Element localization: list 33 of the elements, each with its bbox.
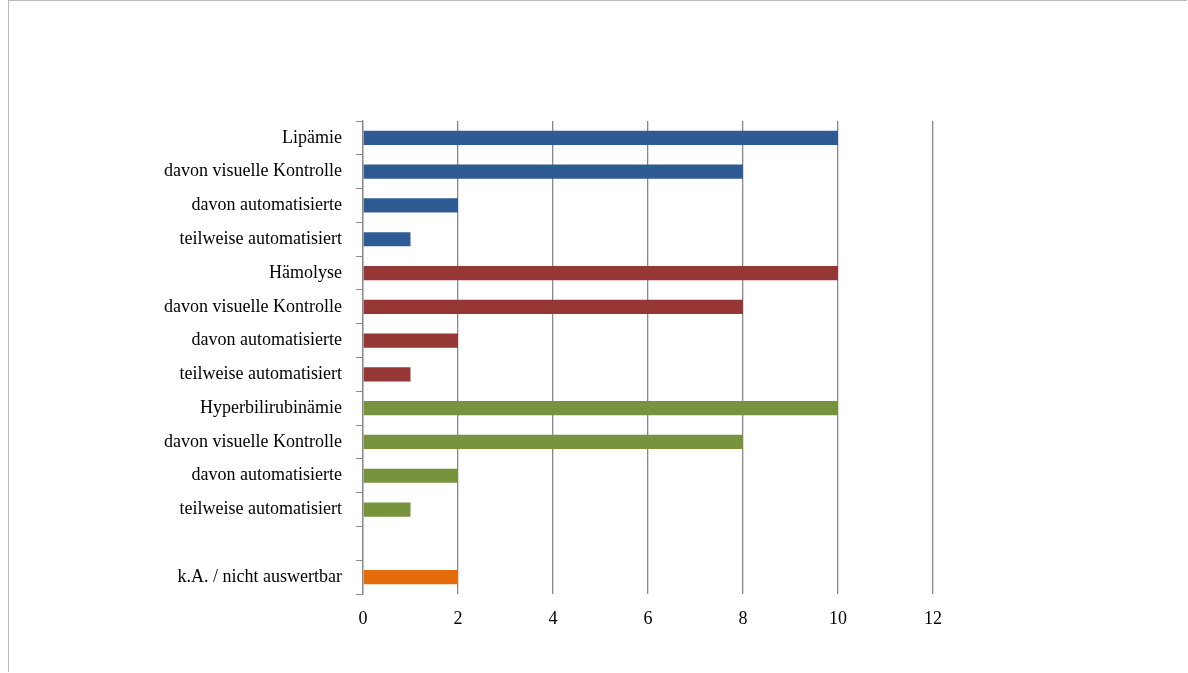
x-tick-label: 2	[453, 607, 463, 628]
y-tick-label: Hämolyse	[269, 261, 343, 282]
bar	[363, 164, 743, 179]
y-tick-label: davon visuelle Kontrolle	[164, 160, 342, 181]
bar	[363, 401, 838, 416]
x-tick-label: 8	[738, 607, 748, 628]
bar	[363, 130, 838, 145]
x-tick-label: 12	[924, 607, 942, 628]
bar	[363, 434, 743, 450]
y-tick-label: davon automatisierte	[191, 329, 343, 350]
x-tick-label: 4	[548, 607, 558, 628]
bar	[363, 570, 458, 585]
y-tick-label: teilweise automatisiert	[179, 227, 342, 248]
bar	[363, 265, 838, 281]
bar	[363, 502, 411, 517]
x-tick-label: 10	[829, 607, 847, 628]
bar	[363, 232, 411, 247]
y-tick-label: davon automatisierte	[191, 464, 343, 485]
bar	[363, 299, 743, 314]
bar	[363, 198, 458, 213]
y-tick-label: davon automatisierte	[191, 194, 343, 215]
bar	[363, 333, 458, 348]
y-tick-label: teilweise automatisiert	[179, 498, 342, 519]
y-tick-label: Lipämie	[282, 126, 342, 147]
x-tick-label: 0	[358, 607, 368, 628]
y-tick-label: davon visuelle Kontrolle	[164, 430, 342, 451]
x-tick-label: 6	[643, 607, 653, 628]
y-tick-label: teilweise automatisiert	[179, 363, 342, 384]
y-tick-label: k.A. / nicht auswertbar	[177, 565, 342, 586]
y-tick-label: davon visuelle Kontrolle	[164, 295, 342, 316]
bar	[363, 367, 411, 382]
y-tick-label: Hyperbilirubinämie	[200, 396, 342, 417]
bar	[363, 468, 458, 483]
